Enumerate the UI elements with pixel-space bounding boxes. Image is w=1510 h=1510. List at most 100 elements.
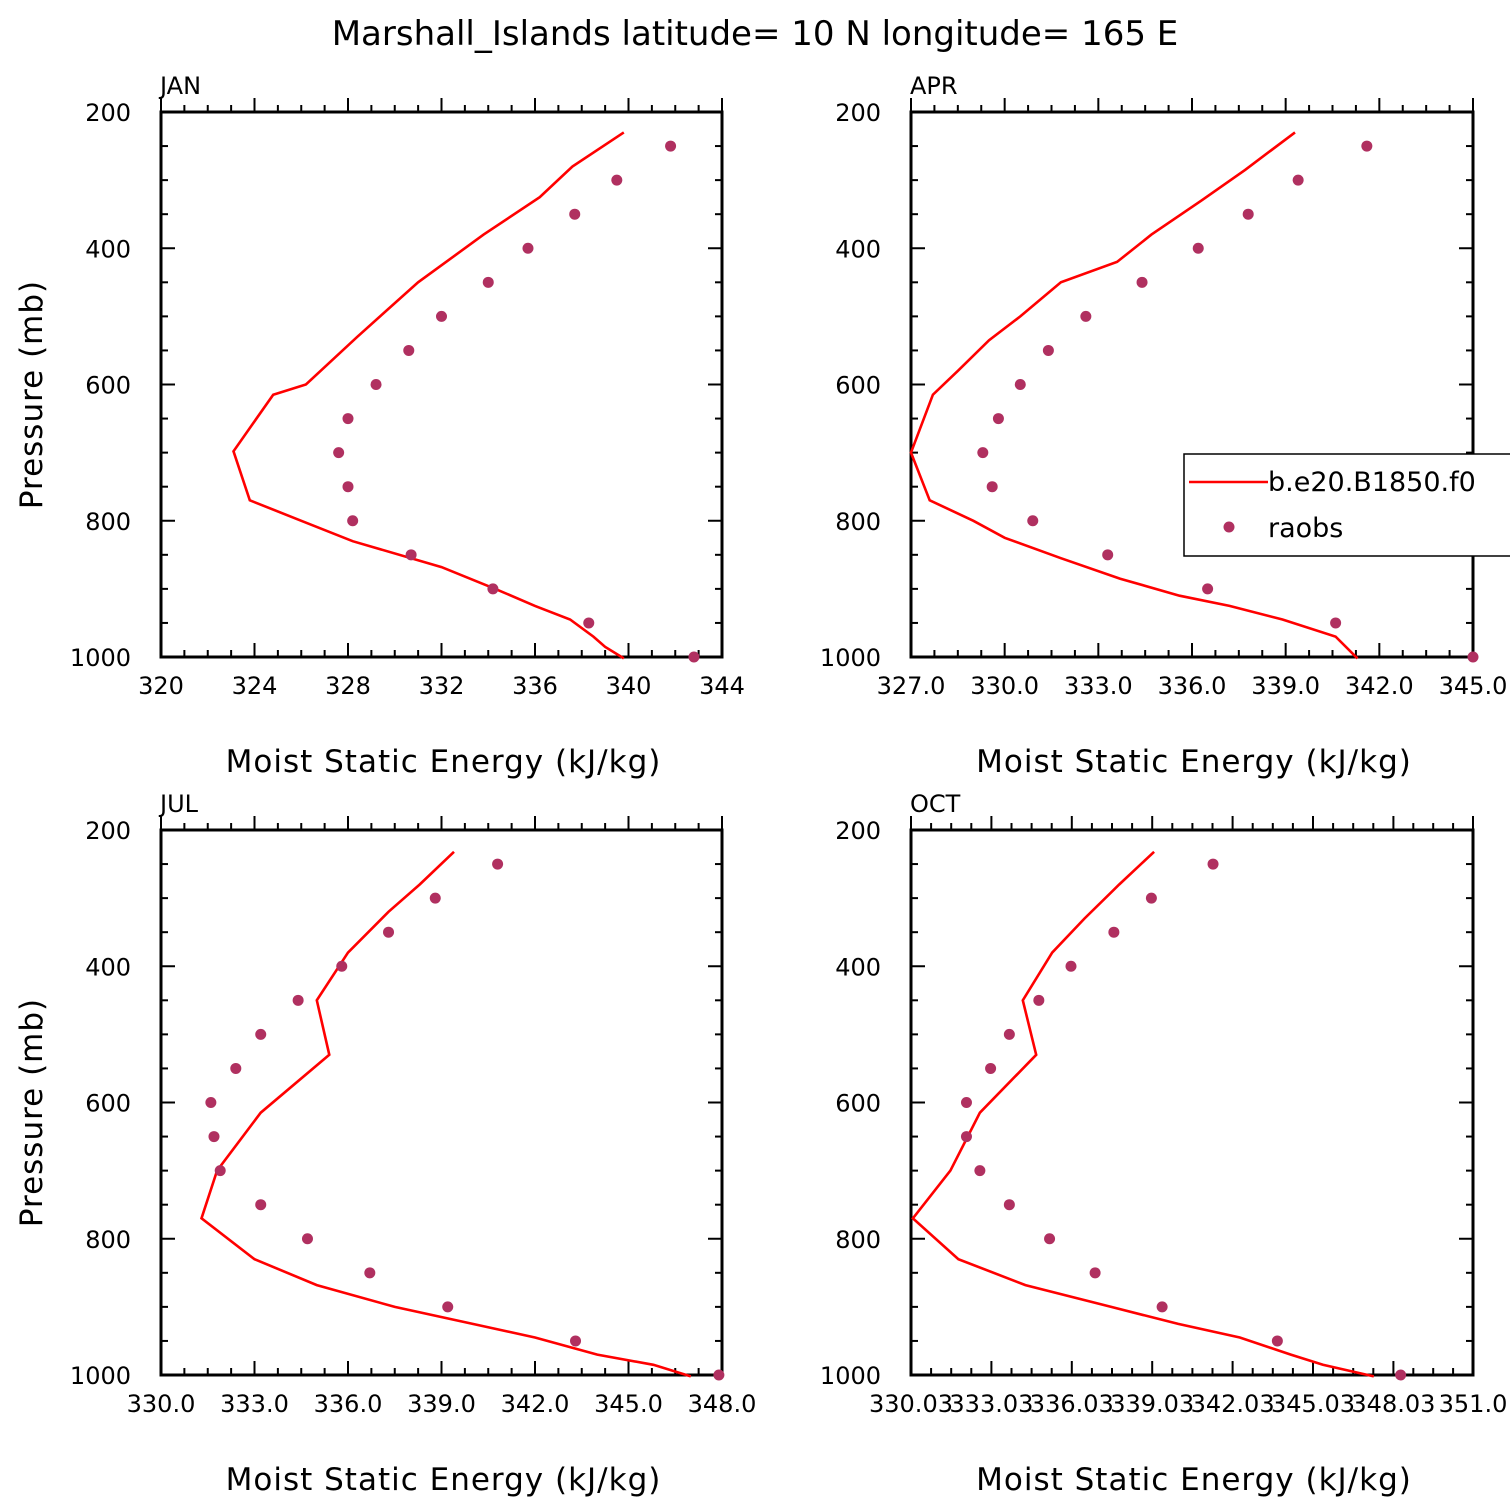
legend-label-obs: raobs xyxy=(1268,513,1343,544)
model-line xyxy=(911,850,1375,1378)
raobs-point xyxy=(1361,140,1373,152)
raobs-point xyxy=(1065,960,1077,972)
y-tick-label: 800 xyxy=(835,1226,881,1254)
raobs-point xyxy=(583,617,595,629)
raobs-point xyxy=(1395,1369,1407,1381)
data-group xyxy=(909,131,1479,663)
x-tick-label: 345.03 xyxy=(1271,1390,1355,1418)
panel-label: OCT xyxy=(910,790,961,818)
x-tick-label: 330.0 xyxy=(970,672,1039,700)
x-axis-label: Moist Static Energy (kJ/kg) xyxy=(976,1462,1412,1498)
raobs-point xyxy=(292,994,304,1006)
x-tick-label: 336 xyxy=(512,672,558,700)
panel-oct: OCT 200 400 600 800 1000330.03333.03336.03339… xyxy=(820,790,1507,1498)
raobs-point xyxy=(1292,174,1304,186)
y-tick-label: 400 xyxy=(835,235,881,263)
raobs-point xyxy=(1330,617,1342,629)
raobs-point xyxy=(442,1301,454,1313)
raobs-point xyxy=(230,1062,242,1074)
x-axis-label: Moist Static Energy (kJ/kg) xyxy=(226,744,662,780)
y-tick-label: 600 xyxy=(85,372,131,400)
y-tick-label: 600 xyxy=(835,372,881,400)
x-tick-label: 327.0 xyxy=(877,672,946,700)
raobs-point xyxy=(364,1267,376,1279)
raobs-point xyxy=(492,858,504,870)
raobs-point xyxy=(487,583,499,595)
raobs-point xyxy=(1042,344,1054,356)
x-tick-label: 336.0 xyxy=(314,1390,383,1418)
raobs-point xyxy=(342,481,354,493)
plot-frame xyxy=(909,110,1475,659)
raobs-point xyxy=(1102,549,1114,561)
x-tick-label: 339.0 xyxy=(1251,672,1320,700)
raobs-point xyxy=(482,276,494,288)
raobs-point xyxy=(1145,892,1157,904)
model-line xyxy=(909,131,1359,660)
raobs-point xyxy=(570,1335,582,1347)
y-tick-label: 200 xyxy=(835,817,881,845)
raobs-point xyxy=(333,447,345,459)
raobs-point xyxy=(713,1369,725,1381)
raobs-point xyxy=(1033,994,1045,1006)
y-tick-label: 200 xyxy=(85,817,131,845)
plot-frame xyxy=(159,828,724,1377)
panel-label: JAN xyxy=(158,72,201,100)
raobs-point xyxy=(1089,1267,1101,1279)
x-tick-label: 348.03 xyxy=(1351,1390,1435,1418)
raobs-point xyxy=(1467,651,1479,663)
raobs-point xyxy=(1156,1301,1168,1313)
raobs-point xyxy=(208,1131,220,1143)
x-tick-label: 344 xyxy=(699,672,745,700)
x-tick-label: 328 xyxy=(325,672,371,700)
raobs-point xyxy=(301,1233,313,1245)
figure-title: Marshall_Islands latitude= 10 N longitud… xyxy=(332,14,1179,54)
x-tick-label: 345.0 xyxy=(594,1390,663,1418)
x-tick-label: 342.03 xyxy=(1191,1390,1275,1418)
legend: b.e20.B1850.f0 raobs xyxy=(1183,453,1510,557)
panel-label: JUL xyxy=(158,790,199,818)
y-tick-label: 200 xyxy=(85,99,131,127)
raobs-point xyxy=(1207,858,1219,870)
raobs-point xyxy=(1027,515,1039,527)
y-tick-label: 200 xyxy=(835,99,881,127)
y-tick-label: 1000 xyxy=(70,1362,131,1390)
legend-label-model: b.e20.B1850.f0 xyxy=(1268,467,1476,498)
x-axis-label: Moist Static Energy (kJ/kg) xyxy=(226,1462,662,1498)
raobs-point xyxy=(960,1097,972,1108)
y-tick-label: 800 xyxy=(85,1226,131,1254)
x-tick-label: 336.03 xyxy=(1030,1390,1114,1418)
raobs-point xyxy=(1080,310,1092,322)
raobs-point xyxy=(255,1028,267,1040)
raobs-point xyxy=(688,651,700,663)
model-line xyxy=(199,850,692,1378)
x-tick-label: 340 xyxy=(606,672,652,700)
y-tick-label: 1000 xyxy=(820,644,881,672)
x-tick-label: 348.0 xyxy=(688,1390,757,1418)
x-tick-label: 333.03 xyxy=(949,1390,1033,1418)
x-tick-label: 336.0 xyxy=(1158,672,1227,700)
raobs-point xyxy=(974,1165,986,1177)
x-tick-label: 330.03 xyxy=(869,1390,953,1418)
raobs-point xyxy=(985,1062,997,1074)
raobs-point xyxy=(214,1165,226,1177)
raobs-point xyxy=(1242,208,1254,220)
raobs-point xyxy=(569,208,581,220)
panel-label: APR xyxy=(910,72,958,100)
y-tick-label: 600 xyxy=(85,1090,131,1118)
x-tick-label: 339.0 xyxy=(407,1390,476,1418)
data-group xyxy=(232,131,700,663)
raobs-point xyxy=(342,413,354,425)
raobs-point xyxy=(436,310,447,322)
x-tick-label: 342.0 xyxy=(501,1390,570,1418)
raobs-point xyxy=(1108,926,1120,938)
x-tick-label: 342.0 xyxy=(1345,672,1414,700)
raobs-point xyxy=(1014,379,1026,390)
y-tick-label: 600 xyxy=(835,1090,881,1118)
raobs-point xyxy=(405,549,417,561)
y-tick-label: 1000 xyxy=(70,644,131,672)
